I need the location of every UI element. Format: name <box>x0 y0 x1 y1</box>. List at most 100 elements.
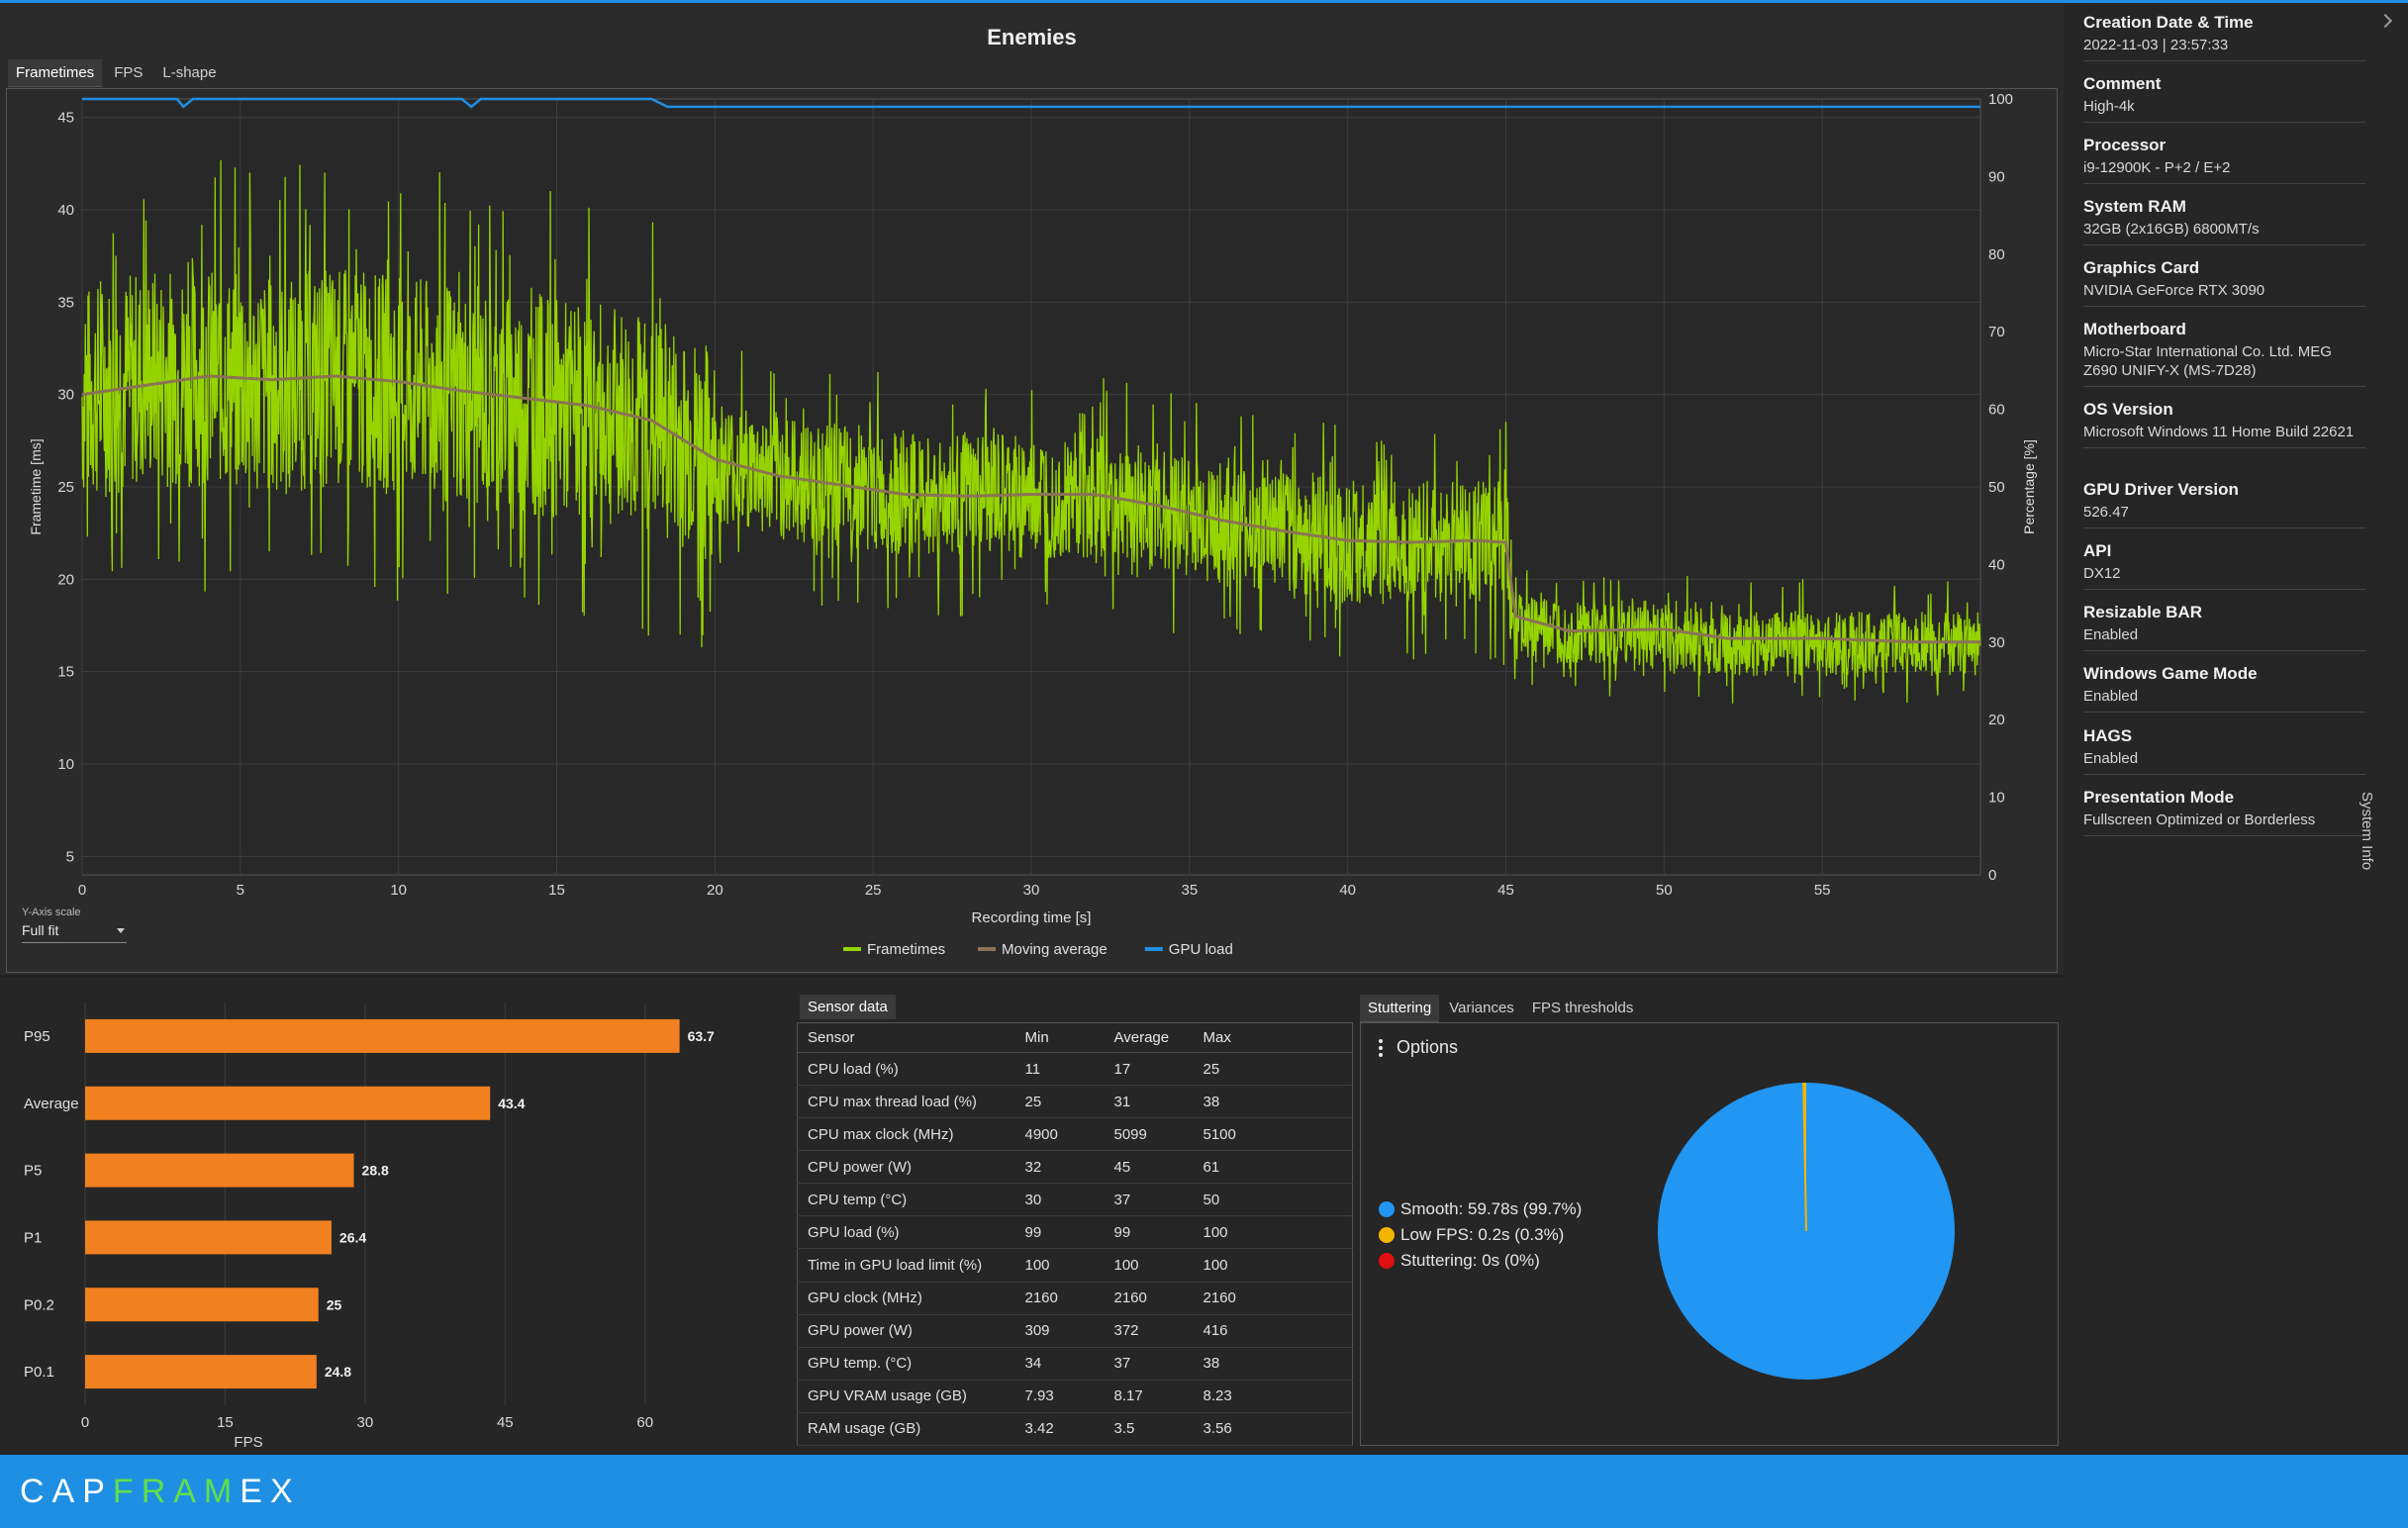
system-info-item: Comment High-4k <box>2083 74 2365 123</box>
sensor-name-cell: GPU power (W) <box>797 1314 1015 1348</box>
x-tick-label: 25 <box>865 882 882 899</box>
system-info-label: GPU Driver Version <box>2083 480 2239 499</box>
min-cell: 309 <box>1014 1314 1105 1348</box>
sensor-name-cell: GPU clock (MHz) <box>797 1282 1015 1315</box>
y2-tick-label: 80 <box>1988 246 2005 263</box>
y-axis-scale-control: Y-Axis scale Full fit <box>22 907 127 943</box>
tab-sensor-data[interactable]: Sensor data <box>800 995 896 1019</box>
system-info-value: High-4k <box>2083 98 2135 115</box>
chart-title: Enemies <box>987 25 1077 49</box>
kebab-menu-icon <box>1379 1038 1383 1057</box>
column-header-min[interactable]: Min <box>1014 1022 1105 1053</box>
frametimes-series <box>81 159 1981 704</box>
legend-label: Moving average <box>1002 941 1108 958</box>
x-tick-label: 45 <box>1497 882 1514 899</box>
table-row[interactable]: GPU clock (MHz) 2160 2160 2160 <box>797 1282 1353 1315</box>
min-cell: 2160 <box>1014 1282 1105 1315</box>
moving-average-series <box>81 374 1980 644</box>
options-button[interactable]: Options <box>1379 1037 1458 1058</box>
x-tick-label: 40 <box>1339 882 1356 899</box>
stuttering-dot-icon <box>1379 1253 1395 1269</box>
legend-low-fps-label: Low FPS: 0.2s (0.3%) <box>1400 1225 1565 1244</box>
table-row[interactable]: CPU power (W) 32 45 61 <box>797 1150 1353 1185</box>
stuttering-pie-chart <box>1658 1083 1955 1380</box>
column-header-average[interactable]: Average <box>1104 1022 1194 1053</box>
fps-bar <box>85 1355 317 1389</box>
column-header-max[interactable]: Max <box>1193 1022 1353 1053</box>
system-info-value: DX12 <box>2083 565 2121 582</box>
average-cell: 37 <box>1104 1183 1194 1217</box>
min-cell: 34 <box>1014 1347 1105 1381</box>
legend-label: GPU load <box>1169 941 1233 958</box>
y-axis-scale-dropdown[interactable]: Full fit <box>22 922 127 943</box>
max-cell: 8.23 <box>1193 1380 1353 1413</box>
table-row[interactable]: CPU max thread load (%) 25 31 38 <box>797 1085 1353 1119</box>
table-row[interactable]: GPU VRAM usage (GB) 7.93 8.17 8.23 <box>797 1380 1353 1413</box>
bar-category-label: P0.2 <box>24 1296 54 1313</box>
system-info-toggle[interactable]: System Info <box>2359 792 2375 871</box>
sensor-name-cell: CPU power (W) <box>797 1150 1015 1185</box>
legend-label: Frametimes <box>867 941 945 958</box>
fps-percentile-bar-chart: 0 15 30 45 60 FPS P95 63.7 Average 43.4 P5 28.8 P1 26… <box>24 1003 715 1451</box>
max-cell: 38 <box>1193 1347 1353 1381</box>
sensor-name-cell: CPU max clock (MHz) <box>797 1117 1015 1152</box>
average-cell: 99 <box>1104 1215 1194 1250</box>
sensor-name-cell: CPU load (%) <box>797 1052 1015 1087</box>
max-cell: 38 <box>1193 1085 1353 1119</box>
table-row[interactable]: CPU temp (°C) 30 37 50 <box>797 1183 1353 1217</box>
average-cell: 5099 <box>1104 1117 1194 1152</box>
tab-frametimes[interactable]: Frametimes <box>8 59 103 87</box>
y2-tick-label: 50 <box>1988 479 2005 496</box>
column-header-sensor[interactable]: Sensor <box>797 1022 1015 1053</box>
fps-bar <box>85 1288 319 1322</box>
sensor-name-cell: GPU load (%) <box>797 1215 1015 1250</box>
system-info-value: Fullscreen Optimized or Borderless <box>2083 812 2316 828</box>
y-tick-label: 25 <box>57 479 74 496</box>
table-row[interactable]: GPU temp. (°C) 34 37 38 <box>797 1347 1353 1381</box>
y2-tick-label: 30 <box>1988 634 2005 651</box>
frametime-plot[interactable]: 0 5 10 15 20 25 30 35 40 45 50 55510152025303540450… <box>7 89 2059 974</box>
x-tick-label: 15 <box>217 1414 234 1431</box>
min-cell: 4900 <box>1014 1117 1105 1152</box>
table-row[interactable]: GPU power (W) 309 372 416 <box>797 1314 1353 1348</box>
x-tick-label: 50 <box>1656 882 1673 899</box>
low-fps-dot-icon <box>1379 1227 1395 1243</box>
system-info-label: HAGS <box>2083 726 2133 745</box>
max-cell: 61 <box>1193 1150 1353 1185</box>
average-cell: 31 <box>1104 1085 1194 1119</box>
table-row[interactable]: RAM usage (GB) 3.42 3.5 3.56 <box>797 1412 1353 1447</box>
y2-tick-label: 10 <box>1988 790 2005 807</box>
system-info-panel: Creation Date & Time 2022-11-03 | 23:57:3… <box>2064 3 2408 1455</box>
y-tick-label: 15 <box>57 664 74 681</box>
legend-low-fps: Low FPS: 0.2s (0.3%) <box>1379 1222 1582 1248</box>
chevron-down-icon <box>117 928 125 933</box>
bar-value-label: 43.4 <box>498 1096 525 1111</box>
tab-fps-thresholds[interactable]: FPS thresholds <box>1531 1000 1634 1016</box>
x-tick-label: 30 <box>1023 882 1040 899</box>
y2-tick-label: 0 <box>1988 867 1996 884</box>
tab-l-shape[interactable]: L-shape <box>162 64 217 81</box>
capframex-logo: CAPFRAMEX <box>20 1473 301 1510</box>
table-row[interactable]: GPU load (%) 99 99 100 <box>797 1215 1353 1250</box>
x-tick-label: 5 <box>237 882 244 899</box>
sensor-data-panel: Sensor data Sensor Min Average Max CPU l… <box>792 977 1356 1455</box>
sensor-name-cell: GPU VRAM usage (GB) <box>797 1380 1015 1413</box>
y2-tick-label: 20 <box>1988 712 2005 728</box>
fps-bar <box>85 1220 332 1255</box>
system-info-item: Resizable BAR Enabled <box>2083 603 2365 651</box>
bar-value-label: 26.4 <box>339 1229 366 1245</box>
min-cell: 25 <box>1014 1085 1105 1119</box>
y-tick-label: 40 <box>57 202 74 219</box>
tab-stuttering[interactable]: Stuttering <box>1360 995 1440 1022</box>
table-row[interactable]: Time in GPU load limit (%) 100 100 100 <box>797 1248 1353 1283</box>
table-row[interactable]: CPU load (%) 11 17 25 <box>797 1052 1353 1087</box>
tab-variances[interactable]: Variances <box>1449 1000 1514 1016</box>
legend-stuttering-label: Stuttering: 0s (0%) <box>1400 1251 1540 1270</box>
min-cell: 7.93 <box>1014 1380 1105 1413</box>
table-row[interactable]: CPU max clock (MHz) 4900 5099 5100 <box>797 1117 1353 1152</box>
system-info-value: Micro-Star International Co. Ltd. MEG Z6… <box>2083 343 2332 379</box>
bar-value-label: 24.8 <box>325 1364 351 1380</box>
tab-fps[interactable]: FPS <box>114 64 144 81</box>
min-cell: 99 <box>1014 1215 1105 1250</box>
